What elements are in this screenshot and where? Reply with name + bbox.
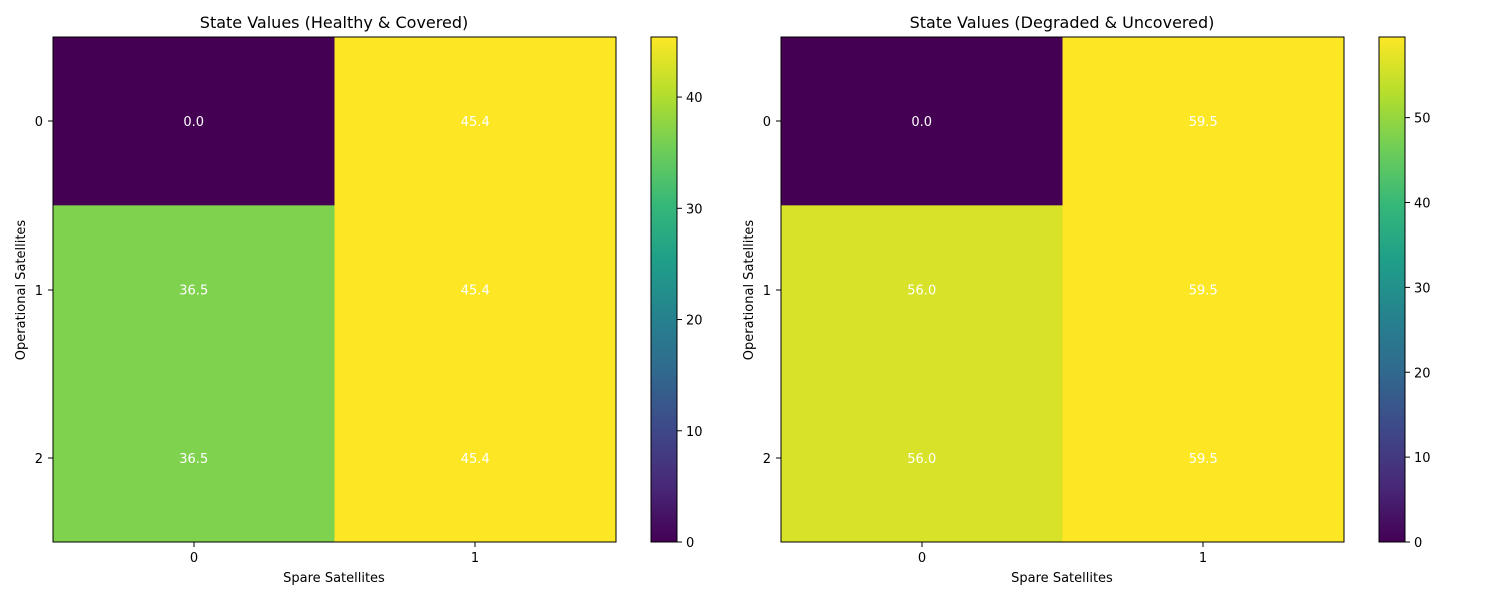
colorbar-tick-label: 0: [1414, 536, 1422, 551]
colorbar-tick-label: 20: [1414, 366, 1431, 381]
colorbar-ticks: 0 10 20 30 40 50: [1405, 112, 1431, 551]
heatmap-cell-r2-c0: [53, 373, 335, 543]
y-tick-0: 0: [763, 115, 781, 130]
y-tick-label: 2: [35, 452, 43, 467]
y-tick-label: 1: [35, 284, 43, 299]
heatmap-cell-label: 45.4: [461, 284, 490, 299]
heatmap-cell-label: 45.4: [461, 452, 490, 467]
colorbar: 0 10 20 30 40 50: [1378, 36, 1431, 551]
y-tick-1: 1: [763, 284, 781, 299]
y-tick-1: 1: [35, 284, 53, 299]
y-tick-label: 1: [763, 284, 771, 299]
heatmap-cell-r0-c0: [53, 37, 335, 206]
heatmap-cells: 0.0 59.5 56.0 59.5 56.0 59.5: [781, 37, 1345, 543]
x-tick-label: 1: [1199, 551, 1207, 566]
heatmap-cell-r0-c0: [781, 37, 1063, 206]
x-tick-0: 0: [918, 542, 926, 566]
heatmap-cell-r2-c1: [1062, 373, 1345, 543]
heatmap-cell-label: 0.0: [911, 115, 932, 130]
colorbar: 0 10 20 30 40: [650, 36, 703, 551]
heatmap-cell-r2-c0: [781, 373, 1063, 543]
heatmap-panel-healthy: State Values (Healthy & Covered) 0.0 45.4…: [14, 13, 703, 586]
heatmap-cell-label: 59.5: [1189, 284, 1218, 299]
x-axis-label: Spare Satellites: [283, 571, 385, 586]
heatmap-cell-label: 45.4: [461, 115, 490, 130]
colorbar-tick-label: 40: [686, 91, 703, 106]
x-tick-label: 0: [918, 551, 926, 566]
colorbar-tick-label: 20: [686, 314, 703, 329]
colorbar-tick-label: 40: [1414, 197, 1431, 212]
heatmap-cells: 0.0 45.4 36.5 45.4 36.5 45.4: [53, 37, 617, 543]
x-tick-label: 1: [471, 551, 479, 566]
heatmap-cell-r1-c1: [1062, 205, 1345, 375]
chart-title: State Values (Healthy & Covered): [200, 13, 468, 32]
x-tick-1: 1: [471, 542, 479, 566]
y-tick-label: 2: [763, 452, 771, 467]
colorbar-ticks: 0 10 20 30 40: [677, 91, 703, 551]
heatmap-cell-label: 36.5: [179, 452, 208, 467]
colorbar-tick-label: 0: [686, 536, 694, 551]
colorbar-tick-label: 50: [1414, 112, 1431, 127]
y-tick-label: 0: [763, 115, 771, 130]
chart-title: State Values (Degraded & Uncovered): [910, 13, 1215, 32]
y-tick-2: 2: [763, 452, 781, 467]
x-tick-1: 1: [1199, 542, 1207, 566]
heatmap-cell-label: 36.5: [179, 284, 208, 299]
heatmap-cell-label: 59.5: [1189, 115, 1218, 130]
y-tick-label: 0: [35, 115, 43, 130]
y-axis-label: Operational Satellites: [14, 220, 29, 361]
colorbar-tick-label: 10: [686, 425, 703, 440]
colorbar-tick-label: 10: [1414, 451, 1431, 466]
colorbar-tick-label: 30: [686, 202, 703, 217]
heatmap-cell-r1-c1: [334, 205, 617, 375]
colorbar-tick-label: 30: [1414, 281, 1431, 296]
x-axis-label: Spare Satellites: [1011, 571, 1113, 586]
heatmap-cell-label: 59.5: [1189, 452, 1218, 467]
x-tick-label: 0: [190, 551, 198, 566]
heatmap-cell-r2-c1: [334, 373, 617, 543]
y-axis-label: Operational Satellites: [742, 220, 757, 361]
heatmap-cell-label: 0.0: [183, 115, 204, 130]
y-tick-2: 2: [35, 452, 53, 467]
y-tick-0: 0: [35, 115, 53, 130]
heatmap-panel-degraded: State Values (Degraded & Uncovered) 0.0 5…: [742, 13, 1431, 586]
heatmap-cell-r0-c1: [1062, 37, 1345, 206]
heatmap-cell-r1-c0: [781, 205, 1063, 375]
colorbar-gradient: [650, 36, 678, 543]
colorbar-gradient: [1378, 36, 1406, 543]
x-tick-0: 0: [190, 542, 198, 566]
heatmap-cell-r0-c1: [334, 37, 617, 206]
heatmap-cell-label: 56.0: [907, 284, 936, 299]
heatmap-cell-r1-c0: [53, 205, 335, 375]
heatmap-cell-label: 56.0: [907, 452, 936, 467]
